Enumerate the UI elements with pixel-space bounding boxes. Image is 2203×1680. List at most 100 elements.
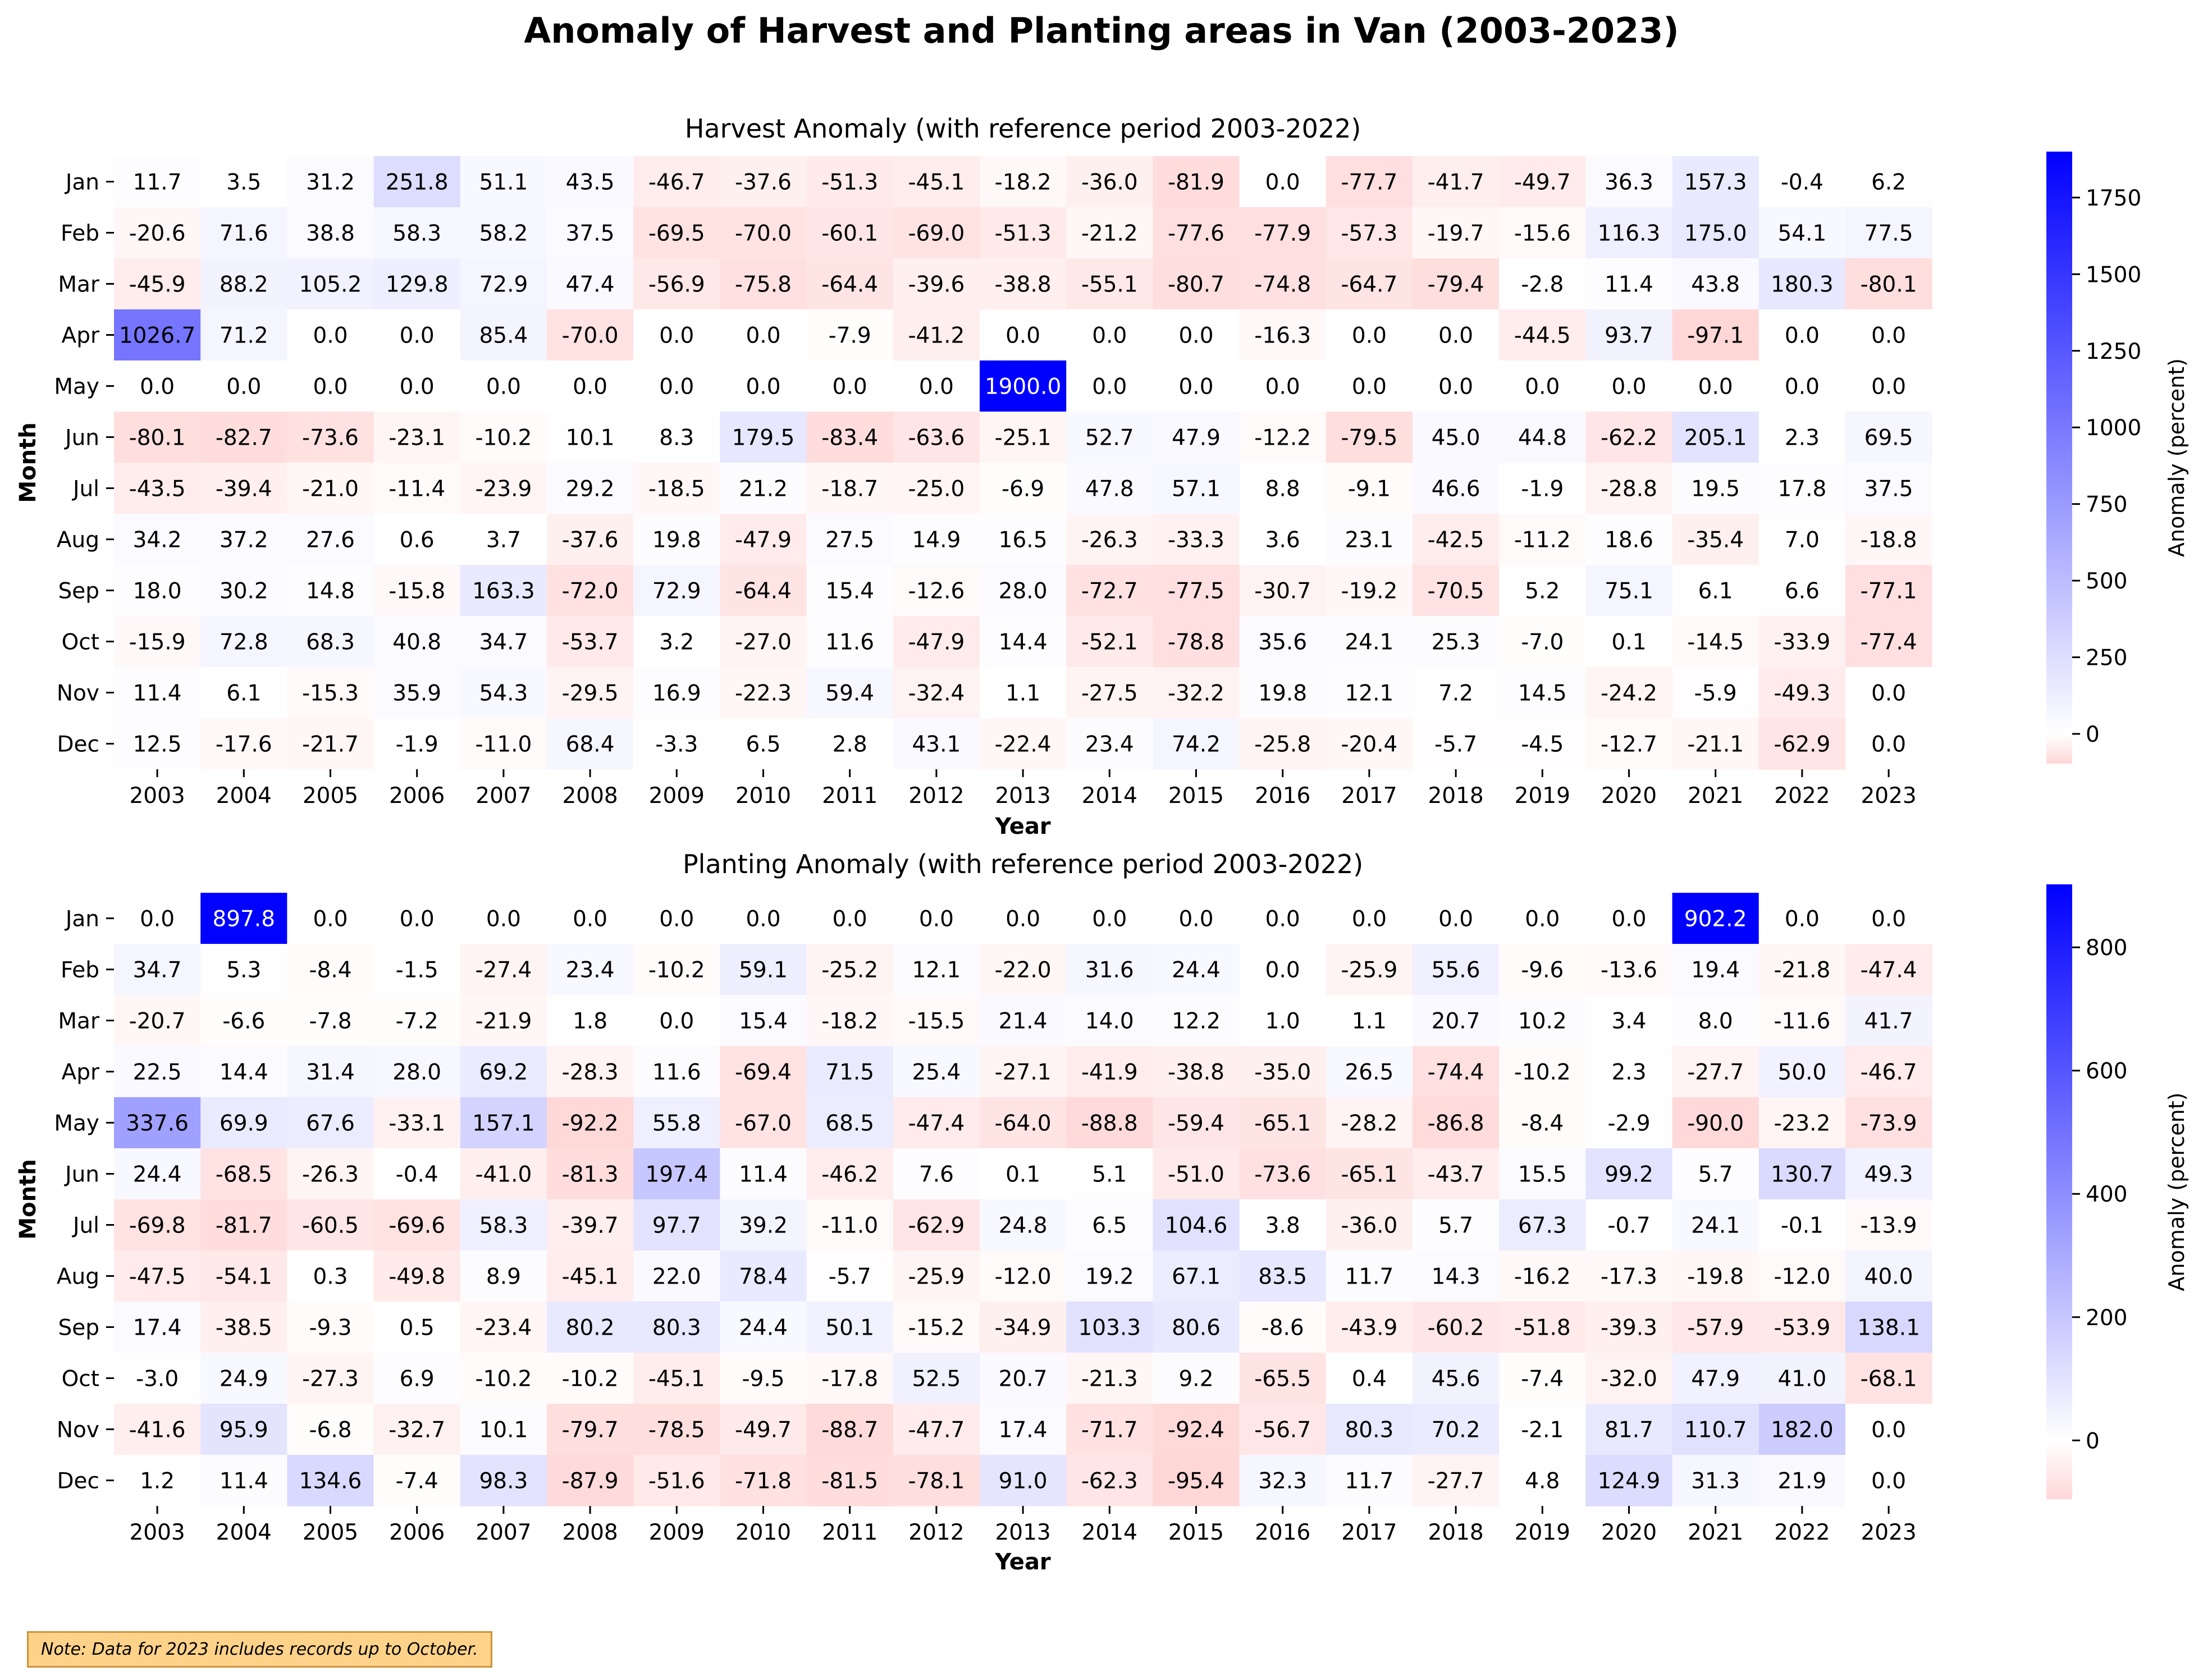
heatmap-title: Harvest Anomaly (with reference period 2…	[685, 113, 1361, 144]
heatmap-cell	[200, 1353, 287, 1404]
x-tick-label: 2009	[649, 1520, 705, 1545]
cell-label: -20.6	[129, 221, 186, 246]
cell-label: -10.2	[1514, 1060, 1571, 1085]
heatmap-cell	[633, 995, 720, 1047]
heatmap-cell	[373, 463, 461, 514]
heatmap-cell	[1585, 1302, 1673, 1353]
heatmap-cell	[1672, 1353, 1759, 1404]
heatmap-cell	[1845, 207, 1932, 259]
heatmap-cell	[720, 565, 807, 617]
heatmap-cell	[1326, 1455, 1413, 1506]
heatmap-cell	[460, 1148, 547, 1200]
cell-label: -47.5	[129, 1264, 186, 1290]
cell-label: 14.4	[220, 1060, 268, 1085]
heatmap-cell	[806, 463, 894, 514]
cell-label: 16.5	[999, 528, 1048, 553]
cell-label: 68.5	[825, 1111, 874, 1136]
heatmap-cell	[460, 667, 547, 719]
heatmap-cell	[1499, 309, 1586, 361]
cell-label: -45.1	[908, 170, 965, 195]
heatmap-cell	[1326, 1199, 1413, 1251]
heatmap-cell	[806, 667, 894, 719]
heatmap-cell	[806, 514, 894, 565]
cell-label: 71.6	[220, 221, 268, 246]
heatmap-cell	[200, 412, 287, 463]
cell-label: 2.8	[833, 732, 867, 757]
cell-label: -62.2	[1601, 426, 1657, 451]
cell-label: 0.0	[313, 323, 348, 349]
heatmap-cell	[1499, 1097, 1586, 1149]
y-tick-label: Jun	[63, 1162, 99, 1188]
heatmap-cell	[806, 1455, 894, 1506]
heatmap-cell	[1153, 944, 1240, 996]
cell-label: 45.6	[1432, 1367, 1480, 1392]
cell-label: 16.9	[652, 681, 701, 706]
heatmap-cell	[806, 893, 894, 944]
cell-label: -43.7	[1428, 1162, 1484, 1188]
cell-label: -52.1	[1081, 630, 1138, 655]
cell-label: -25.0	[908, 477, 965, 502]
cell-label: 24.1	[1345, 630, 1393, 655]
heatmap-cell	[547, 1250, 634, 1302]
cell-label: -29.5	[562, 681, 619, 706]
cell-label: -51.0	[1168, 1162, 1224, 1188]
cell-label: 0.0	[833, 907, 867, 932]
cell-label: -13.9	[1861, 1213, 1917, 1239]
cell-label: 0.0	[1092, 907, 1127, 932]
cell-label: 55.8	[652, 1111, 701, 1136]
heatmap-cell	[893, 1199, 980, 1251]
heatmap-cell	[373, 258, 461, 310]
heatmap-cell	[1066, 1353, 1153, 1404]
cell-label: 15.5	[1518, 1162, 1567, 1188]
heatmap-cell	[720, 156, 807, 208]
cell-label: -0.4	[396, 1162, 438, 1188]
colorbar-tick-label: 750	[2086, 492, 2127, 518]
heatmap-cell	[547, 1302, 634, 1353]
heatmap-cell	[373, 1353, 461, 1404]
heatmap-cell	[373, 995, 461, 1047]
heatmap-cell	[1585, 207, 1673, 259]
heatmap-cell	[1413, 995, 1500, 1047]
planting-heatmap-panel: Planting Anomaly (with reference period …	[15, 849, 2189, 1575]
cell-label: 0.0	[1871, 1469, 1906, 1494]
cell-label: 0.0	[1265, 907, 1300, 932]
cell-label: -17.8	[821, 1367, 878, 1392]
heatmap-cell	[547, 258, 634, 310]
heatmap-cell	[1585, 1097, 1673, 1149]
cell-label: 50.0	[1777, 1060, 1826, 1085]
cell-label: 98.3	[479, 1469, 528, 1494]
heatmap-cell	[1758, 360, 1846, 412]
x-tick-label: 2019	[1515, 1520, 1570, 1545]
cell-label: -39.3	[1601, 1316, 1657, 1341]
heatmap-cell	[1239, 944, 1327, 996]
cell-label: 0.0	[1871, 907, 1906, 932]
cell-label: -73.9	[1861, 1111, 1917, 1136]
heatmap-cell	[460, 944, 547, 996]
y-tick-label: Aug	[57, 528, 99, 553]
cell-label: -18.8	[1861, 528, 1917, 553]
heatmap-cell	[1845, 1097, 1932, 1149]
cell-label: 14.4	[999, 630, 1048, 655]
heatmap-cell	[373, 1250, 461, 1302]
heatmap-cell	[806, 565, 894, 617]
heatmap-cell	[460, 893, 547, 944]
cell-label: 15.4	[739, 1009, 788, 1034]
cell-label: 85.4	[479, 323, 528, 349]
heatmap-cell	[114, 1046, 201, 1098]
cell-label: 34.2	[133, 528, 182, 553]
cell-label: 28.0	[392, 1060, 441, 1085]
y-tick-label: Jan	[64, 907, 99, 932]
heatmap-cell	[1066, 156, 1153, 208]
heatmap-cell	[1585, 1148, 1673, 1200]
cell-label: -12.2	[1254, 426, 1311, 451]
cell-label: 11.6	[825, 630, 874, 655]
cell-label: -18.5	[648, 477, 705, 502]
cell-label: 11.7	[133, 170, 182, 195]
cell-label: 34.7	[479, 630, 528, 655]
cell-label: 0.0	[573, 907, 607, 932]
heatmap-cell	[547, 893, 634, 944]
cell-label: 0.0	[486, 907, 521, 932]
heatmap-cell	[547, 718, 634, 770]
heatmap-cell	[1758, 207, 1846, 259]
cell-label: -35.0	[1254, 1060, 1311, 1085]
